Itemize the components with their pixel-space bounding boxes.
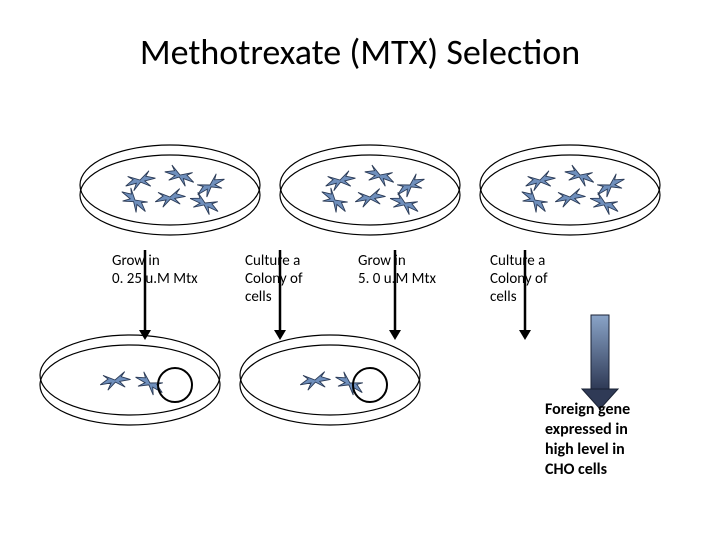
petri-dish-bottom-1 [30,325,230,435]
petri-dish-bottom-2 [230,325,430,435]
result-text: Foreign gene expressed in high level in … [545,400,630,480]
